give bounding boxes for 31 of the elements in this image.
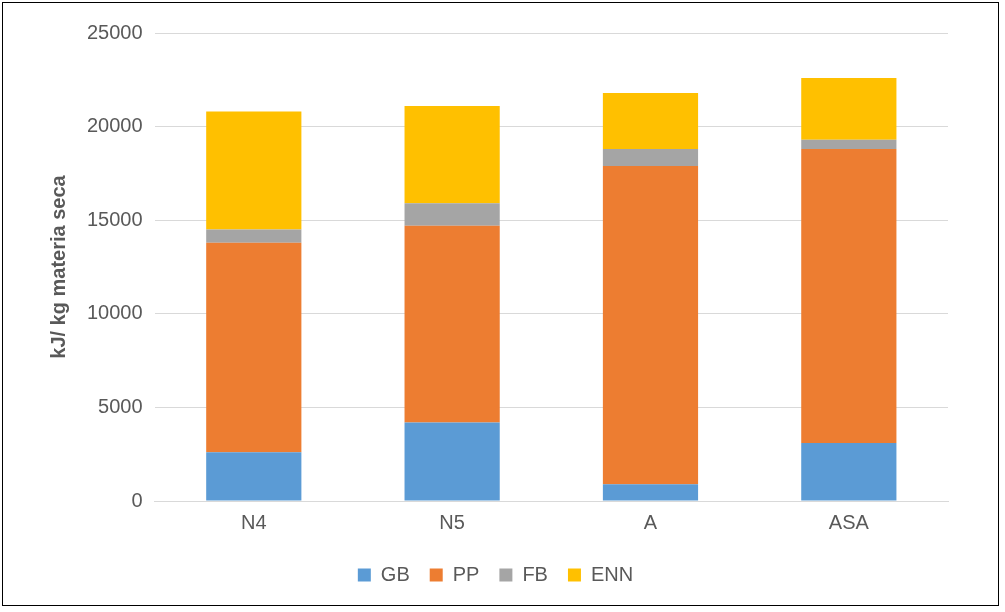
y-tick-label: 15000 (86, 207, 143, 230)
legend-label: FB (522, 562, 548, 585)
bar (206, 452, 302, 501)
bar (801, 149, 897, 443)
bar (404, 106, 500, 204)
y-tick-label: 25000 (86, 20, 143, 43)
x-tick-label: N5 (439, 510, 465, 533)
bar (404, 225, 500, 423)
bar (801, 77, 897, 140)
bar (602, 149, 699, 166)
x-tick-label: N4 (241, 510, 267, 533)
bar (206, 111, 302, 230)
bar (206, 242, 302, 453)
bar (602, 484, 699, 501)
y-axis-title: kJ/ kg materia seca (46, 174, 69, 359)
legend-label: GB (380, 562, 410, 585)
legend-label: PP (452, 562, 480, 585)
x-tick-label: A (643, 510, 658, 533)
bar (404, 422, 500, 501)
x-tick-label: ASA (828, 510, 870, 533)
legend-label: ENN (590, 562, 634, 585)
bar (206, 229, 302, 243)
bar (602, 165, 699, 485)
y-tick-label: 0 (131, 488, 143, 511)
y-tick-label: 20000 (86, 114, 143, 137)
y-tick-label: 10000 (86, 301, 143, 324)
bar (602, 92, 699, 150)
bar (404, 203, 500, 226)
y-tick-label: 5000 (98, 394, 143, 417)
bar (801, 442, 897, 501)
bar (801, 139, 897, 150)
